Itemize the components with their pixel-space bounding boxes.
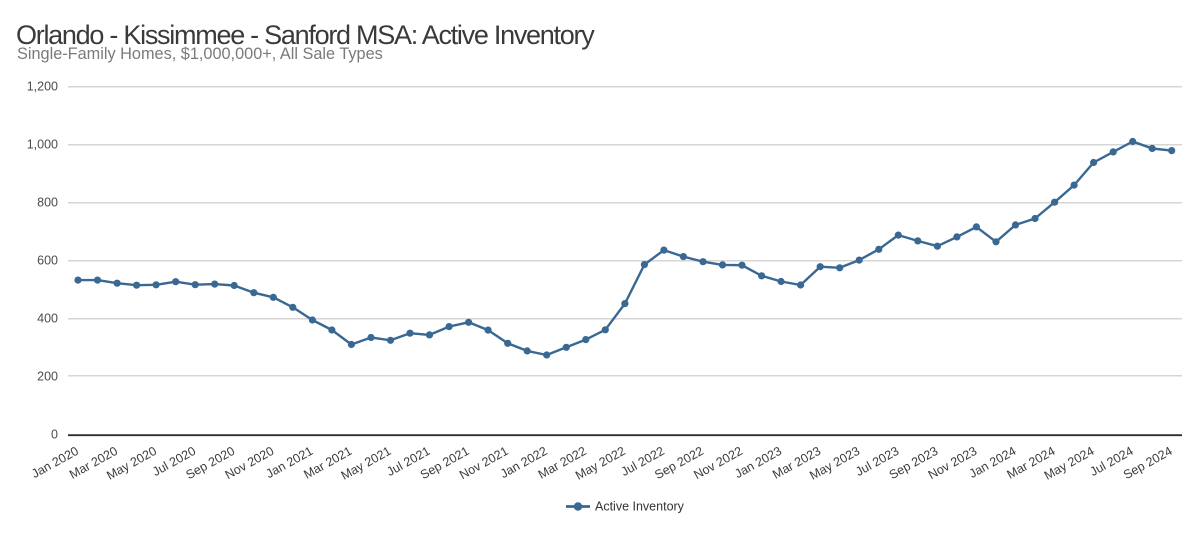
svg-text:1,200: 1,200 — [27, 80, 58, 94]
svg-text:Active Inventory: Active Inventory — [595, 500, 685, 514]
svg-text:1,000: 1,000 — [27, 138, 58, 152]
svg-text:600: 600 — [37, 254, 58, 268]
svg-text:400: 400 — [37, 312, 58, 326]
svg-text:0: 0 — [51, 428, 58, 442]
svg-text:200: 200 — [37, 370, 58, 384]
svg-text:800: 800 — [37, 196, 58, 210]
